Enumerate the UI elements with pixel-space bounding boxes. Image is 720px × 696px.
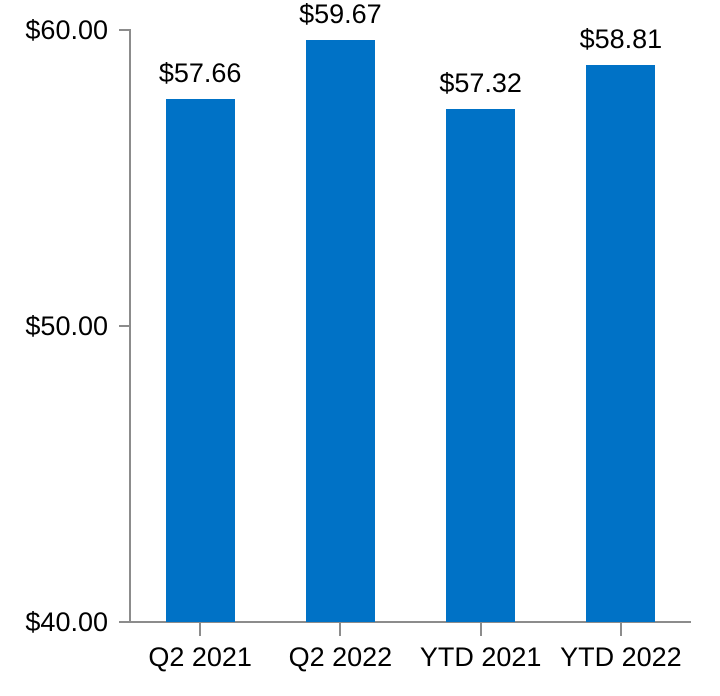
y-tick-label: $50.00 [25,311,108,341]
bar [446,109,516,622]
x-axis-line [119,621,691,623]
y-tick-label: $60.00 [25,15,108,45]
bar [305,39,375,622]
y-axis-line [129,29,131,623]
x-tick [619,623,622,636]
x-tick [339,623,342,636]
bar [165,99,235,622]
y-tick [119,325,130,327]
bar-value-label: $59.67 [299,0,382,29]
category-label: YTD 2021 [419,642,542,672]
y-tick [119,621,130,623]
category-label: Q2 2022 [288,642,393,672]
bar-value-label: $57.66 [158,58,242,89]
y-tick-label: $40.00 [25,607,108,637]
y-tick [119,29,130,31]
bar-value-label: $58.81 [579,24,663,55]
bar [586,65,656,622]
category-label: YTD 2022 [560,642,682,672]
x-tick [479,623,482,636]
bar-value-label: $57.32 [439,68,522,99]
category-label: Q2 2021 [148,642,252,672]
x-tick [199,623,202,636]
